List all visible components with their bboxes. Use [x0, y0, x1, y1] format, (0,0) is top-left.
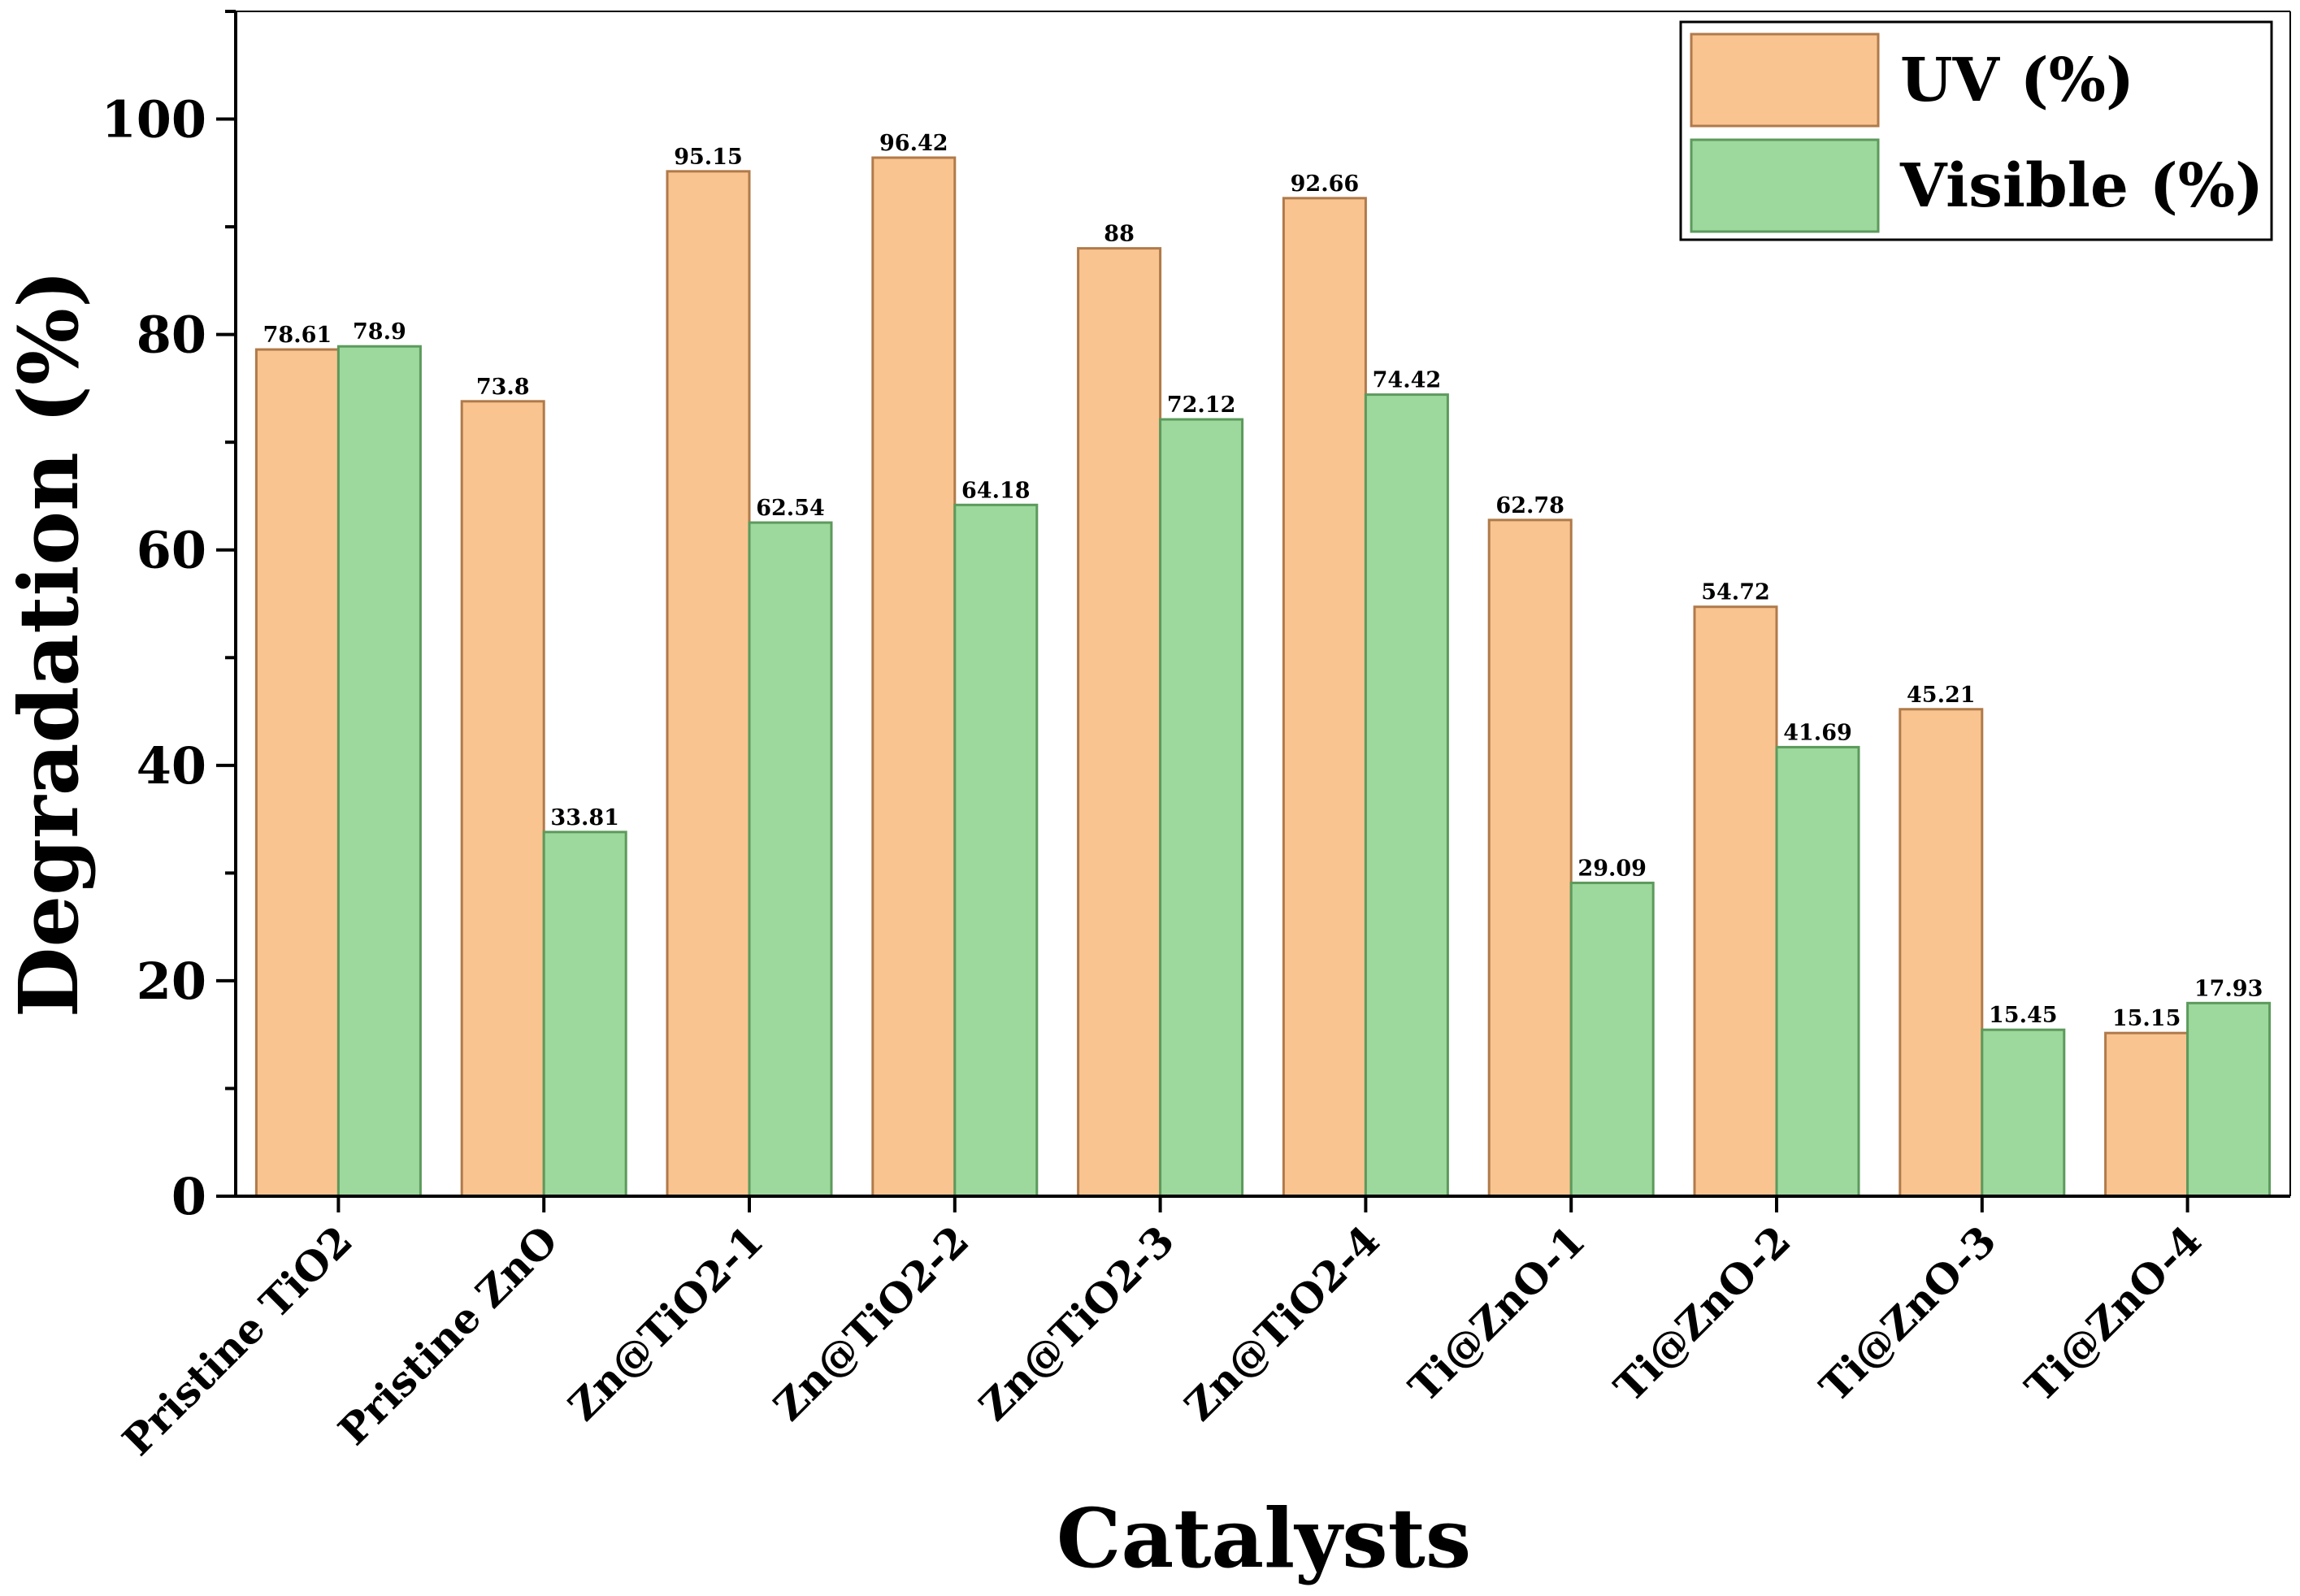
bar	[542, 831, 627, 1198]
bar	[460, 400, 545, 1198]
data-label: 29.09	[1577, 856, 1647, 881]
y-tick-label: 60	[137, 521, 206, 580]
data-label: 17.93	[2194, 976, 2263, 1001]
data-label: 64.18	[961, 478, 1031, 503]
data-label: 96.42	[879, 131, 948, 156]
data-label: 62.78	[1495, 493, 1564, 518]
x-tick-label: Ti@ZnO-1	[1400, 1217, 1595, 1412]
x-tick-label: Ti@ZnO-3	[1811, 1217, 2006, 1412]
data-label: 33.81	[550, 805, 619, 831]
bar	[1364, 393, 1449, 1198]
legend-swatch	[1690, 138, 1880, 233]
bar	[1693, 605, 1778, 1198]
y-tick-label: 20	[137, 952, 206, 1011]
y-tick-label: 40	[137, 736, 206, 796]
data-label: 62.54	[756, 496, 825, 521]
y-tick-label: 80	[137, 306, 206, 365]
data-label: 74.42	[1373, 368, 1442, 393]
data-label: 54.72	[1701, 580, 1770, 605]
data-label: 92.66	[1291, 171, 1360, 197]
legend-label: Visible (%)	[1899, 151, 2263, 221]
legend-label: UV (%)	[1900, 46, 2134, 115]
bar	[1981, 1028, 2066, 1198]
bar	[1159, 418, 1244, 1198]
value-labels-layer: 78.61 78.9 73.8 33.81 95.15 62.54 96.42 64.18 88…	[263, 131, 2263, 1031]
bar	[336, 345, 422, 1198]
data-label: 73.8	[476, 375, 530, 400]
bar	[1569, 881, 1655, 1198]
bar	[2186, 1001, 2272, 1198]
bar	[953, 503, 1039, 1198]
x-tick-label: Ti@ZnO-4	[2016, 1217, 2211, 1412]
data-label: 72.12	[1167, 392, 1236, 418]
bar	[666, 170, 751, 1198]
bars-layer	[254, 156, 2272, 1198]
bar	[1775, 745, 1860, 1198]
bar	[254, 348, 340, 1198]
y-axis-title: Degradation (%)	[1, 270, 97, 1018]
legend: UV (%) Visible (%)	[1679, 20, 2273, 241]
bar	[1077, 247, 1162, 1198]
data-label: 95.15	[674, 145, 743, 170]
y-tick-label: 100	[102, 90, 206, 150]
data-label: 15.45	[1989, 1003, 2058, 1028]
bar	[1487, 518, 1573, 1198]
bar	[871, 156, 957, 1198]
x-tick-label: Pristine TiO2	[113, 1217, 362, 1465]
bar	[748, 521, 833, 1198]
legend-swatch	[1690, 33, 1880, 128]
x-tick-label: Zn@TiO2-3	[970, 1217, 1183, 1430]
x-tick-label: Zn@TiO2-2	[764, 1217, 978, 1430]
data-label: 88	[1104, 222, 1135, 247]
data-label: 15.15	[2112, 1006, 2181, 1031]
data-label: 41.69	[1783, 720, 1852, 745]
x-tick-label: Zn@TiO2-4	[1175, 1217, 1389, 1430]
x-tick-label: Zn@TiO2-1	[558, 1217, 772, 1430]
data-label: 45.21	[1907, 683, 1976, 708]
data-label: 78.9	[353, 319, 406, 345]
x-tick-label: Pristine ZnO	[329, 1217, 567, 1455]
x-axis-title: Catalysts	[1057, 1490, 1471, 1586]
bar	[1282, 197, 1367, 1198]
bar	[2104, 1031, 2189, 1198]
x-tick-label: Ti@ZnO-2	[1605, 1217, 1800, 1412]
data-label: 78.61	[263, 323, 332, 348]
y-tick-label: 0	[171, 1167, 206, 1226]
bar	[1899, 708, 1984, 1198]
